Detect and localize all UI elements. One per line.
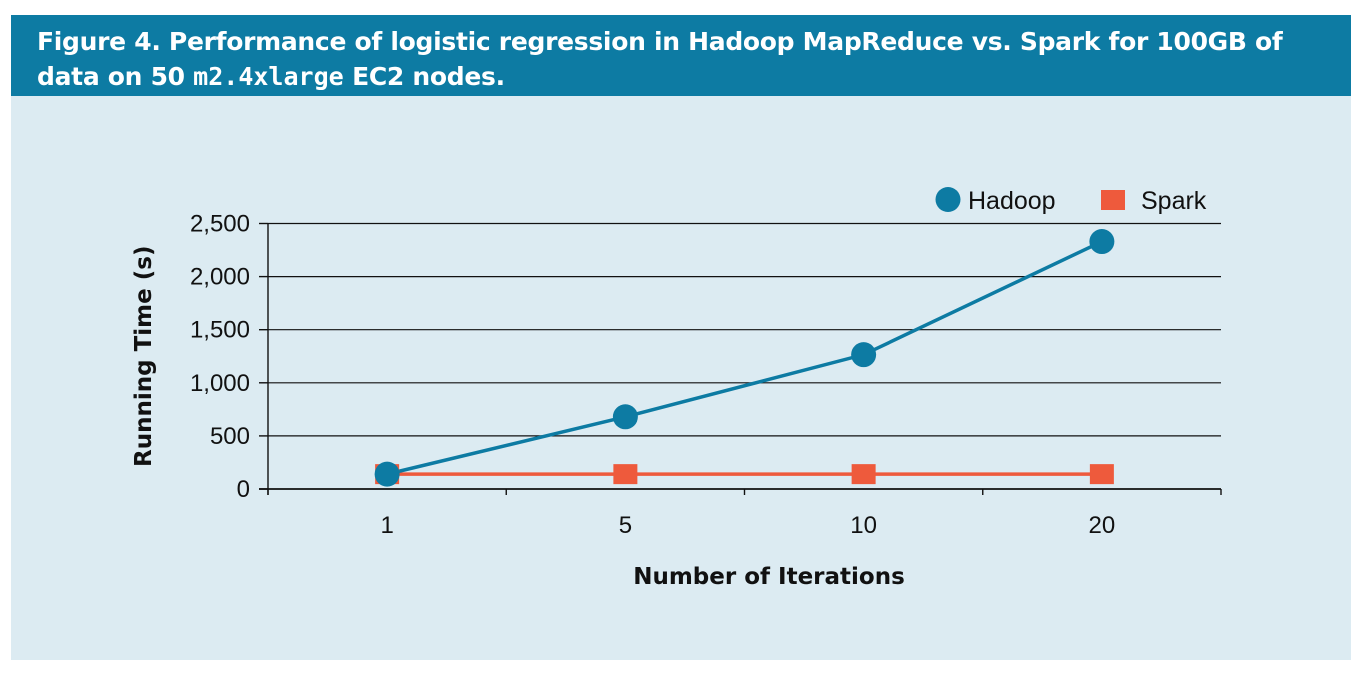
legend-label-spark: Spark [1141, 187, 1207, 215]
caption-suffix: EC2 nodes. [343, 62, 505, 91]
y-tick-label: 2,000 [190, 264, 250, 291]
data-point-hadoop [851, 342, 877, 368]
y-axis-ticks: 0 500 1,000 1,500 2,000 2,500 [190, 211, 268, 503]
figure-caption-bar: Figure 4. Performance of logistic regres… [11, 15, 1351, 96]
series-layer [374, 229, 1115, 487]
data-point-spark [851, 464, 876, 485]
line-chart: 0 500 1,000 1,500 2,000 2,500 1 5 10 20 Running … [131, 187, 1222, 590]
y-axis-title: Running Time (s) [131, 246, 157, 467]
plot-panel: 0 500 1,000 1,500 2,000 2,500 1 5 10 20 Running … [11, 96, 1351, 660]
x-tick-label: 20 [1089, 512, 1116, 539]
y-tick-label: 500 [210, 423, 250, 450]
y-tick-label: 2,500 [190, 211, 250, 238]
x-tick-label: 1 [380, 512, 393, 539]
data-point-spark [613, 464, 638, 485]
data-point-hadoop [1089, 229, 1115, 255]
y-tick-label: 0 [237, 476, 250, 503]
x-axis-title: Number of Iterations [633, 564, 905, 590]
legend: Hadoop Spark [935, 187, 1207, 215]
x-axis-ticks: 1 5 10 20 [267, 489, 1222, 539]
axes [259, 223, 1221, 495]
legend-marker-spark [1101, 190, 1125, 210]
legend-label-hadoop: Hadoop [968, 187, 1056, 215]
data-point-hadoop [612, 404, 638, 430]
x-tick-label: 5 [619, 512, 632, 539]
y-tick-label: 1,500 [190, 317, 250, 344]
gridlines [268, 222, 1221, 437]
series-line-hadoop [386, 239, 1103, 476]
data-point-spark [1089, 464, 1114, 485]
figure-caption: Figure 4. Performance of logistic regres… [37, 24, 1337, 94]
data-point-hadoop [374, 461, 400, 487]
caption-instance-type: m2.4xlarge [193, 62, 344, 91]
legend-marker-hadoop [935, 187, 961, 212]
x-tick-label: 10 [850, 512, 877, 539]
y-tick-label: 1,000 [190, 370, 250, 397]
figure: Figure 4. Performance of logistic regres… [11, 15, 1351, 660]
caption-prefix: Figure 4. Performance of logistic regres… [37, 27, 1283, 91]
